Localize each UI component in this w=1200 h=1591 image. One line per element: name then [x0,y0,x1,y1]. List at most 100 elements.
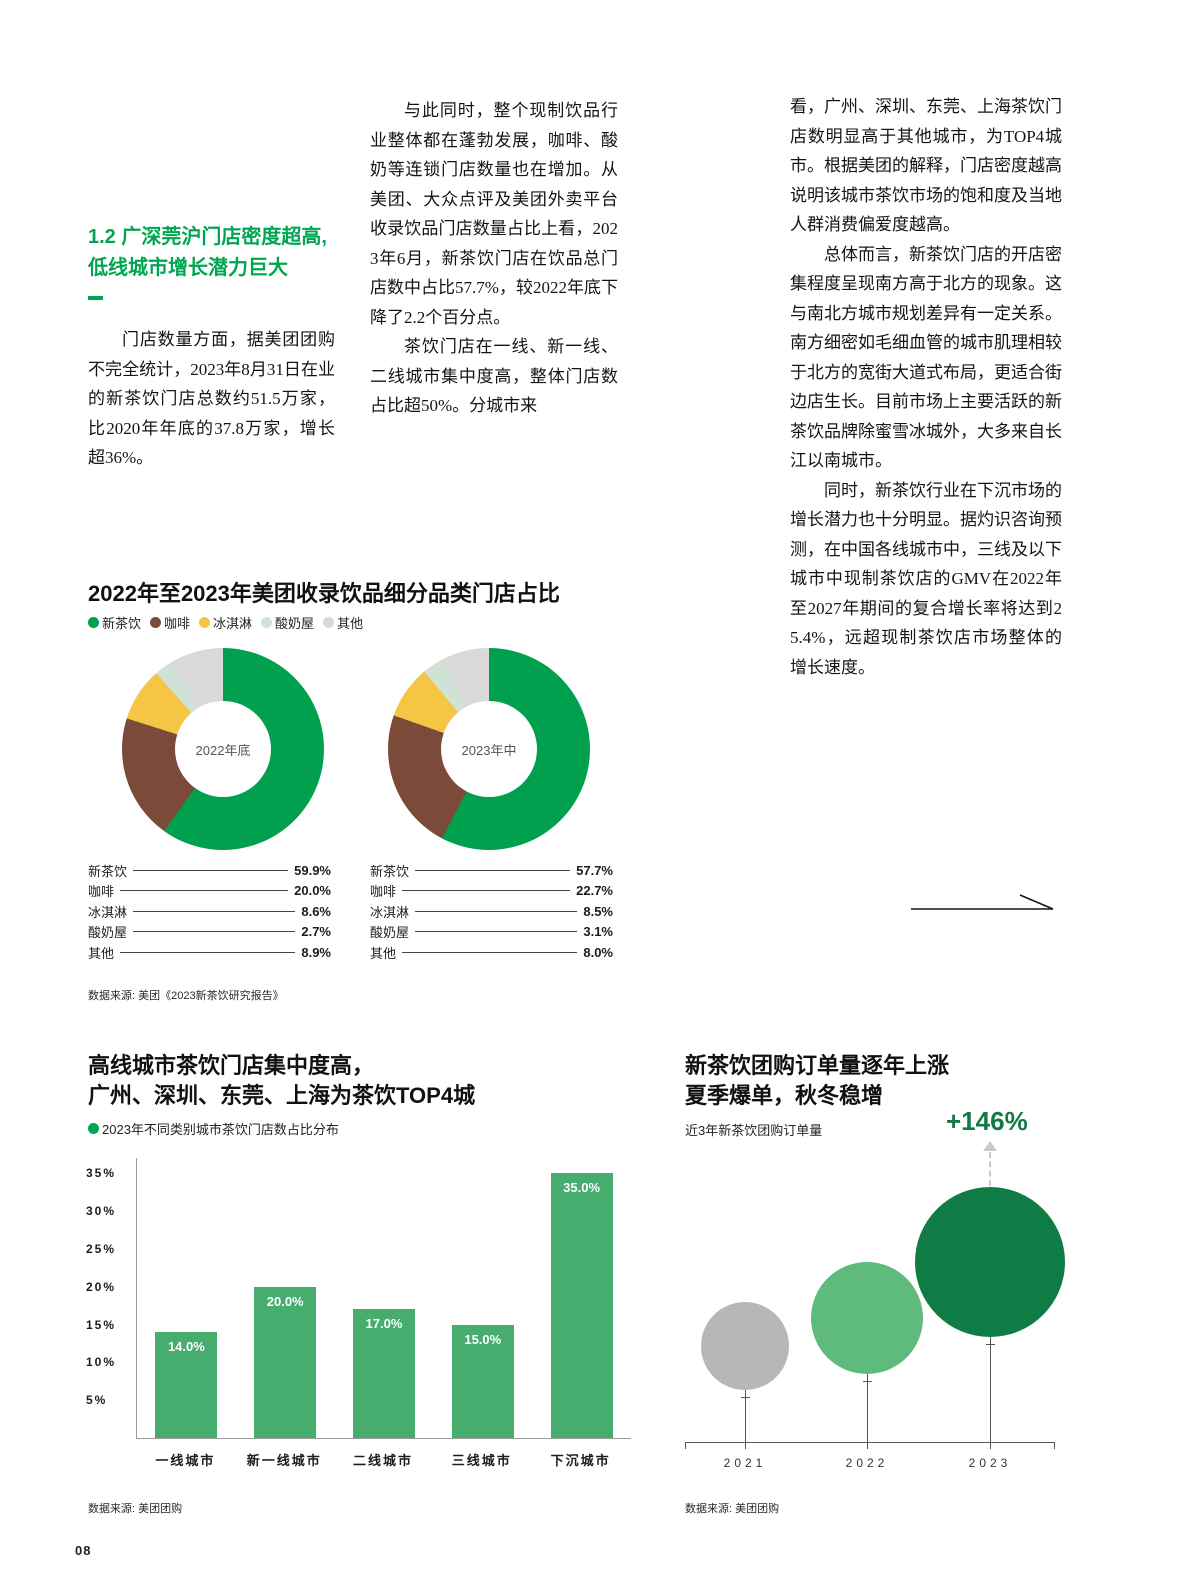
leader-line [133,869,289,871]
donut-list-value: 8.6% [301,903,331,919]
bar-下沉城市: 35.0% [550,1173,613,1438]
bar-slot: 14.0% [137,1332,236,1438]
donut-2022: 2022年底 [122,648,324,850]
legend-item: 冰淇淋 [199,613,252,632]
bubble-chart-subtitle: 近3年新茶饮团购订单量 [685,1123,823,1138]
legend-item: 其他 [323,613,363,632]
x-axis-end-tick [1054,1442,1055,1449]
bubble-chart-title-line1: 新茶饮团购订单量逐年上涨 [685,1053,950,1078]
middle-paragraph-1: 与此同时，整个现制饮品行业整体都在蓬勃发展，咖啡、酸奶等连锁门店数量也在增加。从… [370,101,618,327]
right-paragraph-1: 看，广州、深圳、东莞、上海茶饮门店数明显高于其他城市，为TOP4城市。根据美团的… [790,97,1062,234]
donut-list-value: 59.9% [294,862,331,878]
bubble-stem-2021 [741,1390,750,1442]
leader-line [415,931,578,933]
bar-一线城市: 14.0% [155,1332,218,1438]
donut-list-value: 3.1% [583,924,613,940]
donut-list-label: 咖啡 [88,884,115,900]
bar-yaxis-labels: 35% 30% 25% 20% 15% 10% 5% [86,1158,132,1438]
bar-plot: 14.0% 20.0% 17.0% 15.0% 35.0% [136,1158,631,1439]
donut-list-value: 22.7% [576,883,613,899]
bar-二线城市: 17.0% [352,1309,415,1438]
legend-label: 其他 [337,616,364,631]
x-axis-end-tick [685,1442,686,1449]
donut-list-row: 冰淇淋 8.5% [370,901,613,922]
section-heading: 1.2 广深莞沪门店密度超高,低线城市增长潜力巨大 [88,226,327,279]
source-note-bar: 数据来源: 美团团购 [88,1503,183,1515]
growth-annotation: +146% [946,1106,1028,1136]
y-axis-tick-label: 35% [86,1166,117,1181]
donut-list-label: 酸奶屋 [88,925,128,941]
bar-category-label: 一线城市 [155,1453,216,1468]
donut-list-label: 冰淇淋 [370,904,410,920]
bubble-stem-2023 [986,1337,995,1442]
donut-list-row: 酸奶屋 3.1% [370,922,613,943]
bar-category-label: 二线城市 [352,1453,413,1468]
leader-line [402,951,578,953]
bar-value-label: 17.0% [365,1316,403,1332]
growth-arrow-head-icon [983,1141,997,1151]
bubble-2022 [811,1262,923,1374]
legend-label: 2023年不同类别城市茶饮门店数占比分布 [102,1122,339,1137]
bar-chart-legend: 2023年不同类别城市茶饮门店数占比分布 [88,1119,339,1138]
legend-label: 新茶饮 [102,616,142,631]
legend-dot [150,617,162,628]
donut-list-value: 2.7% [301,924,331,940]
donut-list-row: 其他 8.0% [370,942,613,963]
legend-item: 咖啡 [150,613,190,632]
y-axis-tick-label: 5% [86,1393,108,1408]
right-paragraph-3: 同时，新茶饮行业在下沉市场的增长潜力也十分明显。据灼识咨询预测，在中国各线城市中… [790,480,1062,677]
heading-dash-icon [88,296,103,300]
source-note-bubble: 数据来源: 美团团购 [685,1503,780,1515]
legend-dot [199,617,211,628]
left-column: 1.2 广深莞沪门店密度超高,低线城市增长潜力巨大 门店数量方面，据美团团购不完… [88,222,335,473]
bar-category-labels: 一线城市 新一线城市 二线城市 三线城市 下沉城市 [136,1450,630,1469]
bar-chart-title-line1: 高线城市茶饮门店集中度高， [88,1053,375,1078]
bubble-x-axis [685,1442,1055,1443]
year-label-2022: 2022 [845,1456,889,1470]
donut-list-row: 新茶饮 57.7% [370,860,613,881]
middle-paragraph-2: 茶饮门店在一线、新一线、二线城市集中度高，整体门店数占比超50%。分城市来 [370,337,618,415]
bar-value-label: 35.0% [563,1180,601,1196]
y-axis-tick-label: 10% [86,1355,117,1370]
donut-list-label: 酸奶屋 [370,925,410,941]
bar-category-label: 下沉城市 [550,1453,611,1468]
left-paragraph: 门店数量方面，据美团团购不完全统计，2023年8月31日在业的新茶饮门店总数约5… [88,330,335,467]
middle-column: 与此同时，整个现制饮品行业整体都在蓬勃发展，咖啡、酸奶等连锁门店数量也在增加。从… [370,96,618,421]
right-paragraph-2: 总体而言，新茶饮门店的开店密集程度呈现南方高于北方的现象。这与南北方城市规划差异… [790,244,1062,471]
donut-list-value: 8.0% [583,944,613,960]
source-note-donut: 数据来源: 美团《2023新茶饮研究报告》 [88,990,284,1002]
y-axis-tick-label: 30% [86,1203,117,1218]
leader-line [415,869,571,871]
legend-dot [88,617,99,628]
y-axis-tick-label: 15% [86,1317,117,1332]
legend-item: 新茶饮 [88,613,141,632]
y-axis-tick-label: 25% [86,1241,117,1256]
legend-item: 2023年不同类别城市茶饮门店数占比分布 [88,1119,339,1138]
leader-line [415,910,578,912]
bar-slot: 15.0% [433,1324,532,1438]
legend-dot [88,1123,99,1134]
x-axis-tick-2023 [990,1442,991,1449]
leader-line [402,890,571,892]
legend-label: 酸奶屋 [275,616,315,631]
leader-line [120,890,289,892]
bar-category-label: 新一线城市 [246,1453,322,1468]
bar-三线城市: 15.0% [451,1324,514,1438]
donut-list-row: 酸奶屋 2.7% [88,922,331,943]
bar-category-label: 三线城市 [451,1453,512,1468]
bar-新一线城市: 20.0% [254,1286,317,1438]
legend-label: 咖啡 [164,616,191,631]
donut-list-value: 8.5% [583,903,613,919]
right-column: 看，广州、深圳、东莞、上海茶饮门店数明显高于其他城市，为TOP4城市。根据美团的… [790,92,1062,682]
legend-dot [323,617,335,628]
donut-list-label: 冰淇淋 [88,904,128,920]
leader-line [133,910,296,912]
bubble-chart-title-line2: 夏季爆单，秋冬稳增 [685,1083,884,1108]
donut-list-value: 57.7% [576,862,613,878]
year-label-2021: 2021 [723,1456,767,1470]
bar-value-label: 15.0% [464,1331,502,1347]
y-axis-tick-label: 20% [86,1279,117,1294]
donut-list-label: 新茶饮 [370,863,410,879]
year-label-2023: 2023 [968,1456,1012,1470]
bubble-2021 [701,1302,789,1390]
